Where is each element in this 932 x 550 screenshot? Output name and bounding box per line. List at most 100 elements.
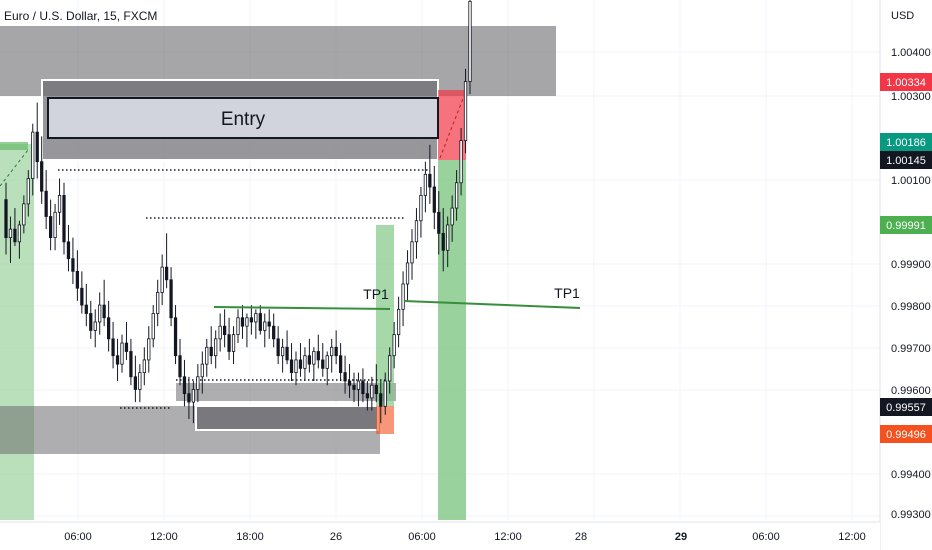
- svg-text:1.00334: 1.00334: [886, 77, 926, 89]
- tp1-line-right[interactable]: [403, 300, 581, 309]
- candle-body: [356, 380, 361, 390]
- x-tick-label: 26: [330, 531, 342, 543]
- y-tick-label: 1.00300: [891, 91, 931, 103]
- candle-body: [437, 211, 441, 234]
- y-tick-label: 1.00400: [891, 47, 931, 59]
- candle-body: [129, 351, 133, 378]
- candle-body: [40, 161, 44, 192]
- x-tick-label: 18:00: [236, 531, 264, 543]
- candle-body: [53, 211, 57, 239]
- candle-body: [147, 338, 151, 361]
- candle-body: [111, 338, 115, 357]
- candle-body: [325, 355, 329, 369]
- candle-body: [35, 131, 39, 163]
- candle-body: [173, 317, 178, 357]
- y-tick-label: 0.99800: [891, 301, 931, 313]
- candle-body: [379, 393, 383, 407]
- candle-body: [347, 380, 352, 386]
- candle-body: [93, 321, 97, 331]
- price-badge: 1.00186: [880, 133, 932, 151]
- candle-body: [303, 355, 307, 369]
- demand-zone-inner[interactable]: [195, 405, 379, 431]
- candle-body: [102, 304, 106, 319]
- svg-text:1.00145: 1.00145: [886, 155, 926, 167]
- candle-body: [254, 313, 258, 323]
- y-tick-label: 0.99700: [891, 343, 931, 355]
- candle-body: [222, 325, 227, 336]
- candle-body: [365, 393, 370, 399]
- x-tick-label: 06:00: [408, 531, 436, 543]
- price-badge: 0.99557: [880, 398, 932, 416]
- candle-body: [236, 317, 240, 336]
- consolidation-zone[interactable]: [176, 383, 396, 401]
- svg-text:1.00186: 1.00186: [886, 137, 926, 149]
- candle-body: [178, 355, 182, 378]
- candle-body: [218, 325, 222, 340]
- candle-body: [156, 292, 160, 314]
- long-position-dashed-right: [439, 95, 465, 159]
- candle-body: [13, 228, 17, 243]
- candle-body: [22, 203, 26, 226]
- candle-body: [468, 0, 472, 82]
- price-badge: 1.00145: [880, 151, 932, 169]
- candle-body: [459, 140, 463, 184]
- entry-box[interactable]: [47, 97, 439, 139]
- candle-body: [187, 393, 191, 403]
- candle-body: [231, 334, 236, 352]
- candle-body: [44, 190, 48, 217]
- candle-body: [316, 351, 320, 361]
- candle-body: [334, 346, 338, 357]
- candle-body: [405, 262, 410, 285]
- candle-body: [392, 334, 396, 357]
- tp1-label-right: TP1: [554, 285, 580, 301]
- candle-body: [338, 355, 343, 373]
- candle-body: [454, 182, 459, 209]
- price-axis: USD 1.00400 1.00300 1.00100 0.99900 0.99…: [879, 0, 932, 550]
- y-tick-label: 0.99600: [891, 385, 931, 397]
- svg-text:0.99991: 0.99991: [886, 220, 926, 232]
- candle-body: [84, 304, 88, 314]
- candle-body: [276, 338, 280, 357]
- candle-body: [31, 131, 35, 179]
- candle-body: [151, 313, 155, 340]
- candle-body: [214, 338, 218, 357]
- candle-body: [285, 346, 289, 361]
- candle-body: [388, 355, 392, 382]
- svg-text:0.99557: 0.99557: [886, 402, 926, 414]
- time-axis: 06:00 12:00 18:00 26 06:00 12:00 28 29 0…: [0, 521, 880, 550]
- tp1-label-left: TP1: [363, 286, 389, 302]
- candle-body: [374, 384, 378, 395]
- candle-body: [75, 270, 80, 289]
- candle-body: [294, 359, 298, 373]
- candle-body: [133, 376, 138, 390]
- candle-body: [209, 346, 213, 357]
- candle-body: [321, 359, 325, 369]
- x-tick-label: 06:00: [752, 531, 780, 543]
- candle-body: [383, 380, 387, 407]
- tp1-line-left[interactable]: [213, 306, 391, 310]
- candle-body: [142, 359, 146, 373]
- y-tick-label: 0.99900: [891, 259, 931, 271]
- candle-body: [48, 216, 53, 239]
- x-tick-label: 12:00: [150, 531, 178, 543]
- candle-body: [182, 376, 187, 395]
- y-tick-label: 0.99300: [891, 509, 931, 521]
- x-tick-label: 29: [675, 531, 687, 543]
- candle-body: [227, 334, 231, 352]
- candle-body: [196, 376, 200, 390]
- candle-body: [4, 199, 8, 239]
- long-position-header-left[interactable]: [0, 142, 28, 150]
- candle-body: [330, 346, 334, 357]
- candle-body: [62, 195, 66, 243]
- candle-body: [240, 317, 245, 327]
- candle-body: [26, 178, 30, 205]
- candle-body: [463, 81, 468, 141]
- y-tick-label: 1.00100: [891, 175, 931, 187]
- candle-body: [124, 342, 129, 352]
- price-badge: 1.00334: [880, 73, 932, 91]
- candle-body: [66, 241, 71, 260]
- candle-body: [89, 313, 93, 331]
- long-position-dashed-left: [0, 149, 29, 187]
- candle-body: [160, 266, 164, 293]
- entry-label: Entry: [221, 109, 266, 130]
